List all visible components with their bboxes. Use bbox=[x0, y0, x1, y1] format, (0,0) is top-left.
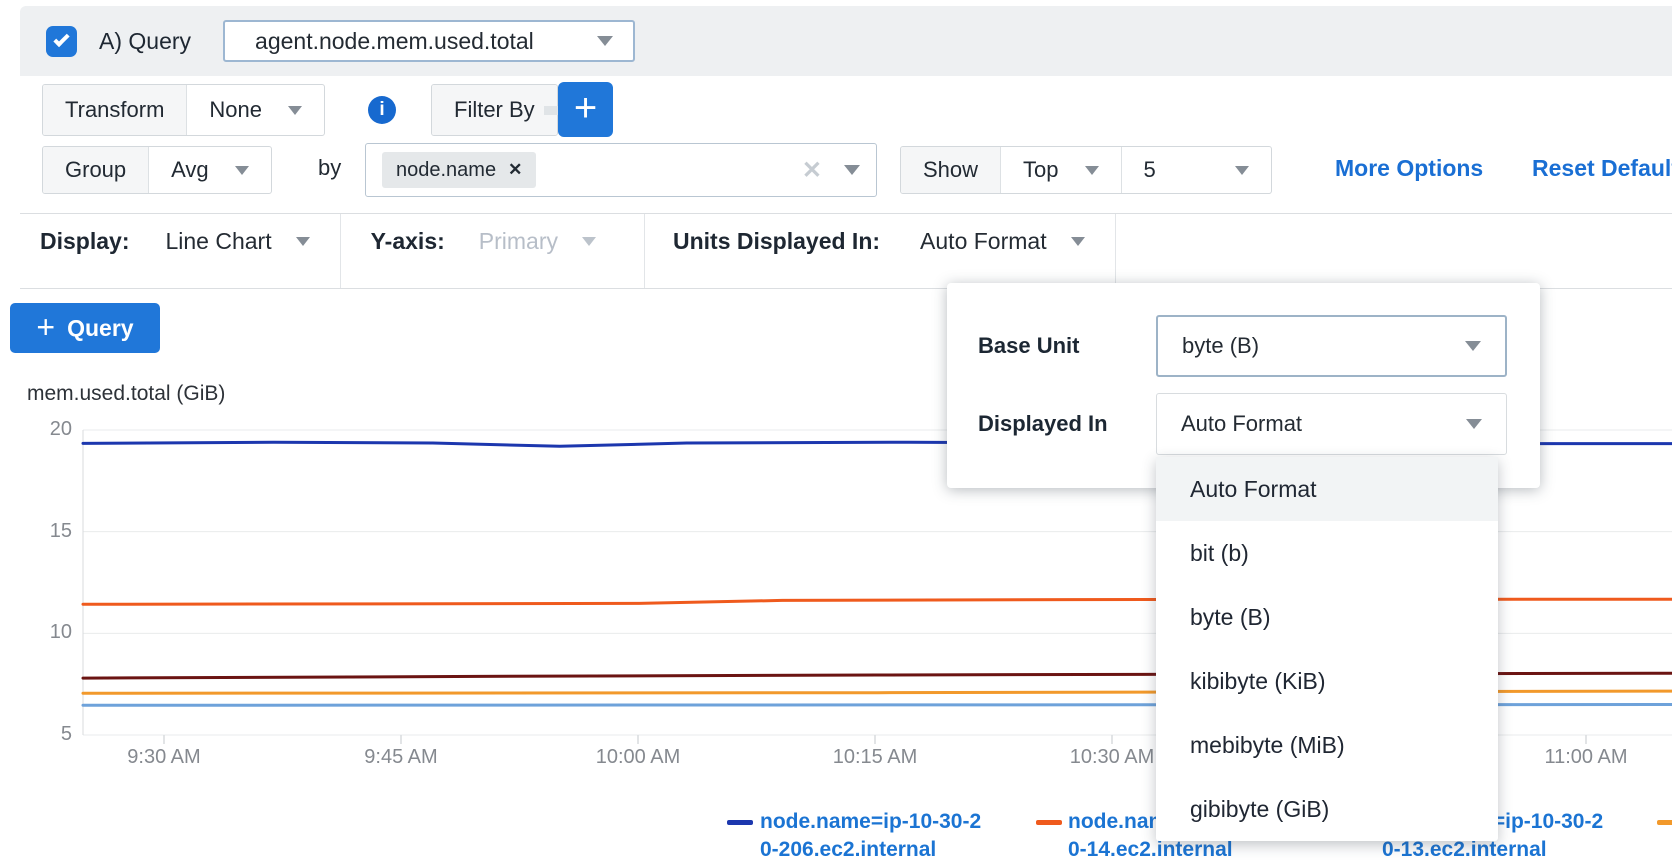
yaxis-select[interactable]: Primary bbox=[479, 214, 596, 268]
chevron-down-icon bbox=[1084, 165, 1099, 175]
info-icon[interactable]: i bbox=[368, 96, 396, 124]
more-options-link[interactable]: More Options bbox=[1335, 155, 1484, 181]
menu-item-auto-format[interactable]: Auto Format bbox=[1156, 457, 1498, 521]
displayed-in-menu: Auto Format bit (b) byte (B) kibibyte (K… bbox=[1156, 457, 1498, 841]
transform-control: Transform None bbox=[42, 84, 326, 136]
yaxis-label: Y-axis: bbox=[370, 227, 445, 254]
filter-by-control: Filter By bbox=[431, 84, 558, 136]
divider bbox=[1114, 214, 1116, 288]
aggregation-select[interactable]: Avg bbox=[148, 147, 271, 193]
reset-default-link[interactable]: Reset Defaults bbox=[1532, 155, 1672, 181]
menu-item-mebibyte[interactable]: mebibyte (MiB) bbox=[1190, 732, 1345, 758]
transform-row: Transform None i Filter By + bbox=[0, 82, 1672, 137]
x-tick-label: 10:15 AM bbox=[832, 746, 918, 768]
legend-label-line2: 0-14.ec2.internal bbox=[1068, 838, 1233, 861]
y-tick-label: 20 bbox=[49, 418, 72, 440]
add-query-button[interactable]: + Query bbox=[10, 303, 160, 353]
transform-select-value: None bbox=[209, 97, 263, 122]
show-mode-value: Top bbox=[1023, 157, 1059, 182]
chevron-down-icon bbox=[234, 165, 249, 175]
legend-label-line2: 0-206.ec2.internal bbox=[760, 838, 937, 861]
chevron-down-icon bbox=[1070, 236, 1085, 246]
plus-icon: + bbox=[573, 85, 598, 130]
units-select[interactable]: Auto Format bbox=[920, 214, 1085, 268]
menu-item-byte[interactable]: byte (B) bbox=[1190, 604, 1271, 630]
units-value: Auto Format bbox=[920, 227, 1047, 254]
menu-item-kibibyte[interactable]: kibibyte (KiB) bbox=[1190, 668, 1326, 694]
x-tick-label: 10:00 AM bbox=[595, 746, 681, 768]
chevron-down-icon bbox=[1466, 419, 1482, 429]
metric-select[interactable]: agent.node.mem.used.total bbox=[223, 20, 636, 62]
show-count-value: 5 bbox=[1143, 157, 1156, 182]
base-unit-select[interactable]: byte (B) bbox=[1156, 315, 1507, 377]
chevron-down-icon bbox=[582, 236, 596, 246]
transform-label: Transform bbox=[43, 85, 187, 135]
by-label: by bbox=[318, 155, 342, 180]
menu-item-gibibyte[interactable]: gibibyte (GiB) bbox=[1190, 796, 1330, 822]
query-enabled-checkbox[interactable] bbox=[46, 25, 77, 57]
legend-label-line2: 0-13.ec2.internal bbox=[1382, 838, 1547, 861]
show-label: Show bbox=[901, 147, 1001, 193]
chart-type-select[interactable]: Line Chart bbox=[165, 214, 310, 268]
divider bbox=[644, 214, 645, 288]
chevron-down-icon bbox=[844, 165, 860, 175]
clear-input-icon[interactable] bbox=[802, 156, 822, 185]
base-unit-label: Base Unit bbox=[978, 333, 1080, 358]
units-label: Units Displayed In: bbox=[673, 227, 881, 254]
filter-by-label: Filter By bbox=[432, 85, 557, 135]
y-tick-label: 10 bbox=[49, 621, 72, 644]
check-icon bbox=[53, 30, 70, 48]
legend-dash bbox=[727, 820, 753, 825]
chart-type-value: Line Chart bbox=[165, 227, 272, 254]
menu-item-bit[interactable]: bit (b) bbox=[1190, 540, 1249, 566]
displayed-in-value: Auto Format bbox=[1181, 411, 1303, 436]
chevron-down-icon bbox=[1234, 165, 1249, 175]
group-by-tag-input[interactable]: node.name bbox=[365, 143, 877, 197]
query-label: A) Query bbox=[99, 27, 192, 54]
base-unit-value: byte (B) bbox=[1182, 333, 1260, 358]
group-control: Group Avg bbox=[42, 146, 272, 194]
add-query-label: Query bbox=[67, 314, 134, 341]
x-tick-label: 11:00 AM bbox=[1544, 746, 1628, 768]
show-mode-select[interactable]: Top bbox=[1000, 147, 1120, 193]
chevron-down-icon bbox=[1465, 341, 1481, 351]
x-tick-label: 9:45 AM bbox=[364, 746, 438, 768]
y-tick-label: 5 bbox=[60, 723, 72, 745]
transform-select[interactable]: None bbox=[186, 85, 324, 135]
chevron-down-icon bbox=[597, 36, 614, 46]
filter-connector bbox=[544, 106, 562, 115]
y-tick-label: 15 bbox=[49, 519, 72, 542]
show-control: Show Top 5 bbox=[900, 146, 1272, 194]
displayed-in-label: Displayed In bbox=[978, 411, 1108, 436]
group-by-tag-value: node.name bbox=[396, 158, 497, 181]
divider bbox=[339, 214, 341, 288]
legend-item[interactable]: node.name=ip-10-30-2 0-206.ec2.internal bbox=[760, 808, 981, 864]
group-label: Group bbox=[43, 147, 149, 193]
display-label: Display: bbox=[40, 227, 130, 254]
aggregation-select-value: Avg bbox=[171, 157, 209, 182]
chevron-down-icon bbox=[295, 236, 310, 246]
group-by-tag: node.name bbox=[382, 152, 537, 188]
group-row: Group Avg by node.name Show Top 5 bbox=[0, 143, 1672, 197]
chevron-down-icon bbox=[288, 105, 303, 115]
query-header-bar: A) Query agent.node.mem.used.total bbox=[20, 6, 1672, 76]
chart-title: mem.used.total (GiB) bbox=[27, 382, 226, 405]
yaxis-value: Primary bbox=[478, 227, 558, 254]
remove-tag-icon[interactable] bbox=[508, 160, 522, 180]
metric-select-value: agent.node.mem.used.total bbox=[255, 27, 534, 54]
legend-label-line1: node.name=ip-10-30-2 bbox=[760, 810, 982, 833]
legend-dash bbox=[1657, 820, 1672, 825]
plus-icon: + bbox=[36, 308, 56, 345]
displayed-in-select[interactable]: Auto Format bbox=[1156, 393, 1507, 455]
legend-dash bbox=[1036, 820, 1062, 825]
display-settings-row: Display: Line Chart Y-axis: Primary Unit… bbox=[20, 213, 1672, 289]
show-count-select[interactable]: 5 bbox=[1120, 147, 1271, 193]
add-filter-button[interactable]: + bbox=[558, 82, 613, 137]
x-tick-label: 9:30 AM bbox=[127, 746, 201, 768]
